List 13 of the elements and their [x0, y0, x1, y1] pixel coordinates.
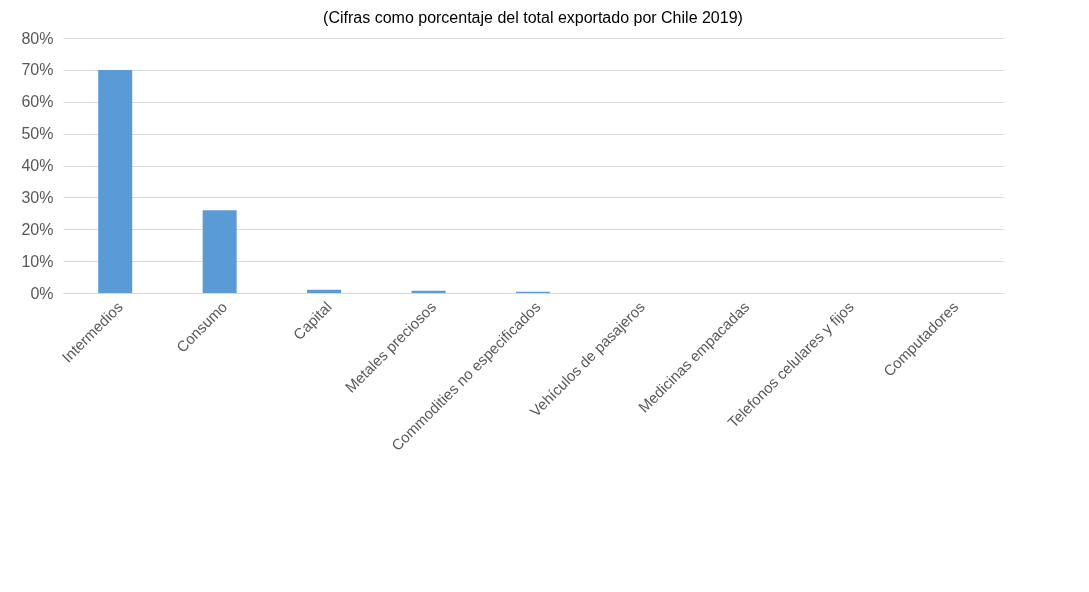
y-tick-label: 70% [21, 61, 54, 79]
bar [307, 289, 342, 293]
y-tick-label: 10% [21, 252, 54, 270]
y-tick-label: 0% [30, 284, 54, 302]
y-tick-label: 80% [21, 29, 54, 47]
y-tick-label: 20% [21, 220, 54, 238]
chart-title: (Cifras como porcentaje del total exportado por Chile 2019) [323, 9, 743, 26]
bar [98, 69, 133, 293]
bar [202, 210, 237, 293]
y-tick-label: 30% [21, 188, 54, 206]
y-tick-label: 40% [21, 157, 54, 174]
y-tick-label: 60% [21, 93, 54, 111]
y-tick-label: 50% [21, 125, 54, 143]
